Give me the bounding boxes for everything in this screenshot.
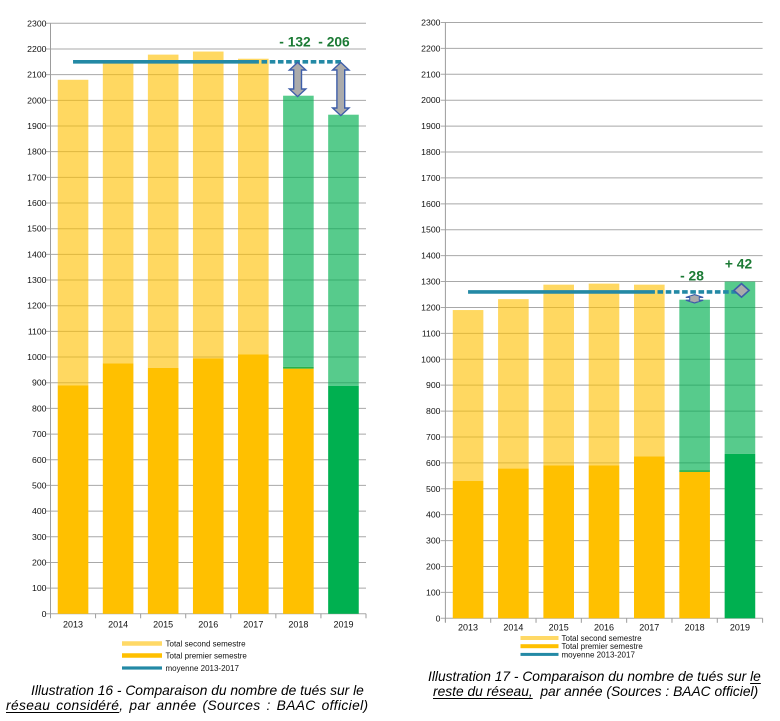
- svg-text:2017: 2017: [243, 620, 263, 630]
- svg-text:Total premier semestre: Total premier semestre: [166, 652, 248, 661]
- svg-text:2017: 2017: [639, 623, 659, 633]
- svg-text:0: 0: [436, 613, 441, 623]
- svg-text:2200: 2200: [27, 44, 46, 54]
- svg-text:800: 800: [426, 406, 441, 416]
- svg-text:0: 0: [42, 609, 47, 619]
- svg-text:2200: 2200: [421, 43, 440, 53]
- svg-text:1400: 1400: [27, 249, 46, 259]
- svg-text:1000: 1000: [421, 354, 440, 364]
- svg-text:500: 500: [426, 484, 441, 494]
- svg-text:2018: 2018: [288, 620, 308, 630]
- svg-text:moyenne 2013-2017: moyenne 2013-2017: [166, 664, 240, 673]
- svg-text:1100: 1100: [422, 328, 441, 338]
- svg-text:1300: 1300: [421, 277, 440, 287]
- svg-text:1800: 1800: [421, 147, 440, 157]
- svg-text:2100: 2100: [27, 70, 46, 80]
- svg-text:800: 800: [32, 403, 47, 413]
- svg-text:1700: 1700: [421, 173, 440, 183]
- svg-text:200: 200: [426, 561, 441, 571]
- svg-text:2015: 2015: [549, 623, 569, 633]
- svg-text:1700: 1700: [27, 172, 46, 182]
- svg-text:2300: 2300: [27, 18, 46, 28]
- svg-text:400: 400: [32, 506, 47, 516]
- svg-text:1800: 1800: [27, 147, 46, 157]
- svg-text:1500: 1500: [27, 224, 46, 234]
- svg-text:1000: 1000: [27, 352, 46, 362]
- svg-text:Total second semestre: Total second semestre: [562, 634, 643, 643]
- svg-text:2019: 2019: [730, 623, 750, 633]
- svg-text:300: 300: [426, 536, 441, 546]
- svg-text:moyenne 2013-2017: moyenne 2013-2017: [562, 650, 636, 659]
- svg-text:1500: 1500: [421, 225, 440, 235]
- svg-text:2014: 2014: [108, 620, 128, 630]
- svg-text:2013: 2013: [458, 623, 478, 633]
- svg-text:2015: 2015: [153, 620, 173, 630]
- svg-text:2016: 2016: [594, 623, 614, 633]
- svg-text:1100: 1100: [28, 326, 47, 336]
- svg-text:1400: 1400: [421, 251, 440, 261]
- svg-text:600: 600: [426, 458, 441, 468]
- svg-text:2100: 2100: [421, 69, 440, 79]
- svg-text:1200: 1200: [421, 302, 440, 312]
- svg-text:900: 900: [32, 378, 47, 388]
- svg-text:2019: 2019: [333, 620, 353, 630]
- svg-text:Total second semestre: Total second semestre: [166, 640, 247, 649]
- svg-text:100: 100: [426, 587, 441, 597]
- svg-text:- 28: - 28: [680, 268, 704, 283]
- svg-text:2014: 2014: [503, 623, 523, 633]
- svg-text:300: 300: [32, 532, 47, 542]
- svg-text:100: 100: [32, 583, 47, 593]
- svg-text:1900: 1900: [421, 121, 440, 131]
- svg-text:2000: 2000: [27, 95, 46, 105]
- svg-text:900: 900: [426, 380, 441, 390]
- svg-text:1300: 1300: [27, 275, 46, 285]
- svg-text:700: 700: [426, 432, 441, 442]
- svg-text:200: 200: [32, 557, 47, 567]
- svg-text:2013: 2013: [63, 620, 83, 630]
- svg-text:- 132: - 132: [279, 35, 311, 50]
- svg-text:1200: 1200: [27, 301, 46, 311]
- svg-text:2016: 2016: [198, 620, 218, 630]
- svg-text:1900: 1900: [27, 121, 46, 131]
- svg-text:Total premier semestre: Total premier semestre: [562, 642, 644, 651]
- svg-text:+ 42: + 42: [725, 256, 753, 271]
- svg-text:1600: 1600: [421, 199, 440, 209]
- svg-text:- 206: - 206: [318, 35, 350, 50]
- svg-text:500: 500: [32, 480, 47, 490]
- svg-text:2000: 2000: [421, 95, 440, 105]
- svg-text:2300: 2300: [421, 18, 440, 28]
- svg-text:2018: 2018: [685, 623, 705, 633]
- svg-text:700: 700: [32, 429, 47, 439]
- svg-text:600: 600: [32, 455, 47, 465]
- svg-text:1600: 1600: [27, 198, 46, 208]
- svg-text:400: 400: [426, 510, 441, 520]
